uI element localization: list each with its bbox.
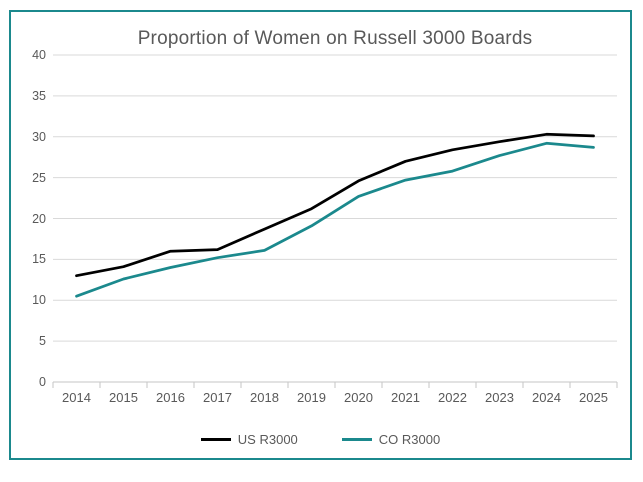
- legend: US R3000 CO R3000: [11, 432, 630, 447]
- y-tick-label: 15: [32, 252, 46, 267]
- x-tick-label: 2023: [485, 390, 514, 405]
- legend-label: CO R3000: [378, 432, 441, 447]
- legend-item-co-r3000: CO R3000: [341, 432, 441, 447]
- x-tick-label: 2025: [579, 390, 608, 405]
- series-line-co-r3000: [75, 141, 595, 298]
- x-tick-label: 2016: [156, 390, 185, 405]
- x-tick-label: 2017: [203, 390, 232, 405]
- legend-label: US R3000: [237, 432, 298, 447]
- x-tick-label: 2022: [438, 390, 467, 405]
- plot-area: [52, 54, 618, 388]
- y-tick-label: 0: [39, 375, 46, 389]
- series-line-us-r3000: [75, 132, 595, 278]
- legend-line-swatch: [341, 438, 372, 441]
- y-tick-label: 30: [32, 129, 46, 144]
- y-tick-label: 5: [39, 334, 46, 349]
- chart-title: Proportion of Women on Russell 3000 Boar…: [137, 28, 533, 49]
- y-tick-label: 25: [32, 170, 46, 185]
- x-tick-label: 2024: [532, 390, 561, 405]
- chart-frame: Proportion of Women on Russell 3000 Boar…: [9, 10, 632, 460]
- legend-line-swatch: [200, 438, 231, 441]
- y-tick-label: 40: [32, 48, 46, 62]
- y-tick-label: 35: [32, 88, 46, 103]
- legend-item-us-r3000: US R3000: [200, 432, 298, 447]
- x-tick-label: 2014: [62, 390, 91, 405]
- y-tick-label: 10: [32, 293, 46, 308]
- y-tick-label: 20: [32, 211, 46, 226]
- x-tick-label: 2020: [344, 390, 373, 405]
- x-tick-label: 2015: [109, 390, 138, 405]
- x-tick-label: 2019: [297, 390, 326, 405]
- x-tick-label: 2018: [250, 390, 279, 405]
- x-tick-label: 2021: [391, 390, 420, 405]
